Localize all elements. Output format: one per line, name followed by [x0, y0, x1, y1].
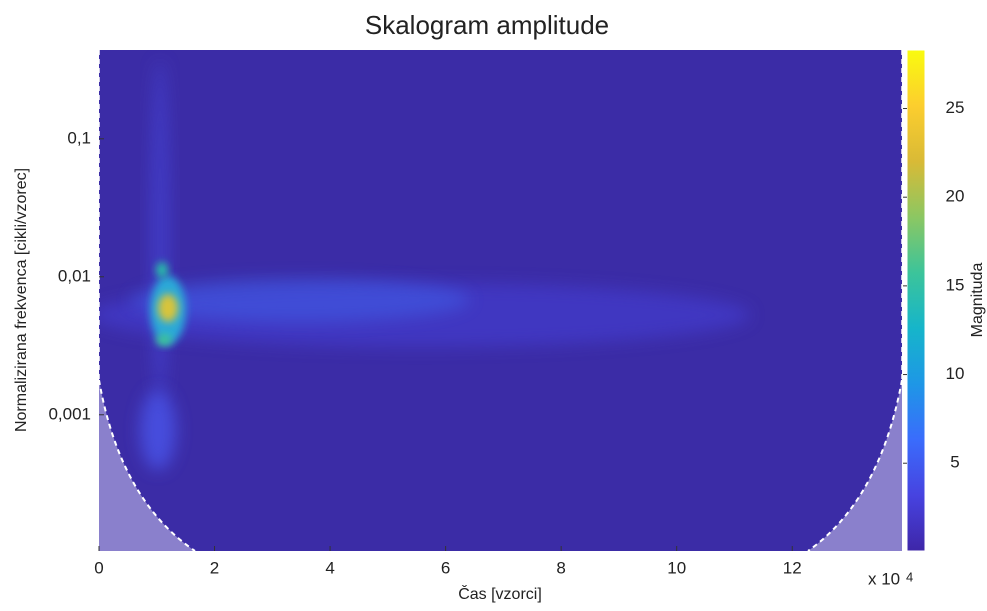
x-multiplier: x 10	[868, 569, 900, 588]
colorbar-tick-label: 5	[950, 453, 959, 472]
x-tick-label: 10	[667, 558, 686, 577]
x-multiplier-exponent: 4	[906, 569, 913, 584]
x-tick-label: 2	[210, 558, 219, 577]
scalogram-image	[99, 50, 902, 551]
colorbar-tick-label: 25	[946, 98, 965, 117]
y-tick-label: 0,1	[67, 128, 91, 147]
x-tick-label: 0	[94, 558, 103, 577]
x-tick-label: 6	[441, 558, 450, 577]
y-tick-label: 0,001	[48, 404, 91, 423]
colorbar-tick-label: 10	[946, 364, 965, 383]
x-axis-label: Čas [vzorci]	[458, 584, 542, 603]
colorbar-label: Magnituda	[969, 263, 986, 338]
x-tick-label: 4	[325, 558, 334, 577]
y-axis-label: Normalizirana frekvenca [cikli/vzorec]	[13, 168, 30, 432]
y-tick-label: 0,01	[58, 266, 91, 285]
x-tick-label: 8	[556, 558, 565, 577]
chart-title: Skalogram amplitude	[365, 10, 609, 40]
colorbar	[906, 49, 926, 552]
colorbar-tick-label: 15	[946, 275, 965, 294]
x-tick-label: 12	[783, 558, 802, 577]
colorbar-tick-label: 20	[946, 187, 965, 206]
